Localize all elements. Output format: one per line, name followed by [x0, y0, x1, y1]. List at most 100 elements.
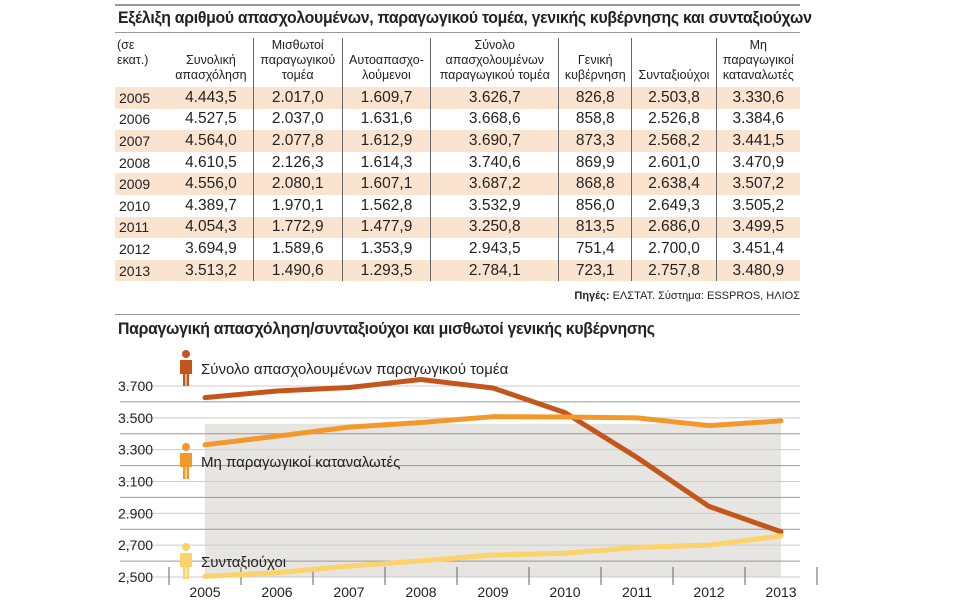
x-tick-label: 2005 — [189, 584, 220, 600]
value-cell: 3.626,7 — [430, 87, 559, 109]
year-cell: 2005 — [115, 87, 169, 109]
table-row: 2005 4.443,5 2.017,0 1.609,7 3.626,7 826,8 2.5… — [115, 87, 800, 109]
person-body — [180, 360, 192, 386]
column-header: Σύνολο απασχολουμένων παραγωγικού τομέα — [430, 38, 559, 87]
value-cell: 858,8 — [558, 108, 632, 131]
y-tick-label: 2,700 — [118, 537, 153, 553]
year-cell: 2011 — [115, 216, 169, 239]
table-row: 2006 4.527,5 2.037,0 1.631,6 3.668,6 858,8 2.5… — [115, 108, 800, 131]
y-tick-label: 3.100 — [118, 474, 153, 490]
value-cell: 751,4 — [558, 238, 632, 260]
value-cell: 1.612,9 — [341, 130, 431, 152]
value-cell: 3.250,8 — [430, 216, 559, 239]
value-cell: 2.649,3 — [631, 194, 717, 217]
value-cell: 2.700,0 — [631, 238, 717, 260]
value-cell: 3.499,5 — [715, 216, 800, 239]
x-tick-label: 2006 — [261, 584, 292, 600]
value-cell: 3.532,9 — [430, 194, 559, 217]
table-row: 2009 4.556,0 2.080,1 1.607,1 3.687,2 868,8 2.6… — [115, 173, 800, 195]
value-cell: 1.607,1 — [341, 173, 431, 195]
value-cell: 3.505,2 — [715, 194, 800, 217]
value-cell: 826,8 — [558, 87, 632, 109]
value-cell: 2.503,8 — [631, 87, 717, 109]
year-cell: 2013 — [115, 259, 169, 282]
value-cell: 2.686,0 — [631, 216, 717, 239]
value-cell: 1.293,5 — [341, 259, 431, 282]
column-header: Συνολική απασχόληση — [175, 53, 247, 82]
value-cell: 1.490,6 — [252, 259, 343, 282]
value-cell: 4.527,5 — [185, 110, 237, 128]
table-row: 2010 4.389,7 1.970,1 1.562,8 3.532,9 856,0 2.6… — [115, 194, 800, 217]
value-cell: 873,3 — [558, 130, 632, 152]
x-tick-label: 2009 — [477, 584, 508, 600]
table-row: 2008 4.610,5 2.126,3 1.614,3 3.740,6 869,9 2.6… — [115, 151, 800, 174]
value-cell: 1.631,6 — [341, 108, 431, 131]
value-cell: 1.353,9 — [341, 238, 431, 260]
value-cell: 3.687,2 — [430, 173, 559, 195]
person-head — [182, 443, 190, 451]
column-header: Μισθωτοί παραγωγικού τομέα — [252, 38, 343, 87]
value-cell: 868,8 — [558, 173, 632, 195]
value-cell: 4.564,0 — [169, 130, 254, 152]
value-cell: 1.609,7 — [341, 87, 431, 109]
year-cell: 2010 — [119, 197, 151, 214]
chart-title: Παραγωγική απασχόληση/συνταξιούχοι και μ… — [118, 319, 655, 338]
value-cell: 2.568,2 — [631, 130, 717, 152]
data-table: (σε εκατ.) Συνολική απασχόληση Μισθωτοί παρα… — [115, 38, 800, 282]
value-cell: 2.943,5 — [430, 238, 559, 260]
value-cell: 1.477,9 — [341, 216, 431, 239]
x-tick-label: 2007 — [333, 584, 364, 600]
person-icon — [180, 443, 192, 479]
value-cell: 1.614,3 — [341, 151, 431, 174]
person-head — [182, 543, 190, 551]
value-cell: 3.694,9 — [185, 239, 237, 257]
value-cell: 2.638,4 — [631, 173, 717, 195]
person-body — [180, 553, 192, 579]
column-header: Μη παραγωγικοί καταναλωτές — [715, 38, 800, 87]
value-cell: 2.126,3 — [252, 151, 343, 174]
value-cell: 869,9 — [558, 151, 632, 174]
value-cell: 2.080,1 — [252, 173, 343, 195]
table-title: Εξέλιξη αριθμού απασχολουμένων, παραγωγι… — [118, 8, 812, 27]
value-cell: 813,5 — [558, 216, 632, 239]
value-cell: 1.772,9 — [252, 216, 343, 239]
person-icon — [180, 543, 192, 579]
person-body — [180, 453, 192, 479]
column-header: Γενική κυβέρνηση — [558, 38, 632, 87]
y-tick-label: 2,500 — [118, 569, 153, 585]
value-cell: 2.526,8 — [631, 108, 717, 131]
year-cell: 2012 — [119, 240, 151, 257]
value-cell: 1.970,1 — [252, 194, 343, 217]
value-cell: 3.441,5 — [715, 130, 800, 152]
table-row: 2007 4.564,0 2.077,8 1.612,9 3.690,7 873,3 2.5… — [115, 130, 800, 152]
value-cell: 3.451,4 — [715, 238, 800, 260]
line-chart: 3.700 3.500 3.300 3.100 2.900 2,700 2,500 2005 2… — [118, 350, 818, 600]
value-cell: 3.470,9 — [715, 151, 800, 174]
year-cell: 2009 — [115, 173, 169, 195]
column-header: Αυτοαπασχο-λούμενοι — [341, 38, 431, 87]
x-tick-label: 2008 — [405, 584, 436, 600]
series-label: Σύνολο απασχολουμένων παραγωγικού τομέα — [201, 361, 509, 378]
value-cell: 3.513,2 — [169, 259, 254, 282]
x-tick-label: 2011 — [622, 584, 652, 600]
chart-rule — [115, 314, 800, 315]
value-cell: 2.037,0 — [252, 108, 343, 131]
y-tick-label: 3.300 — [118, 442, 153, 458]
value-cell: 723,1 — [558, 259, 632, 282]
year-cell: 2008 — [119, 154, 151, 171]
value-cell: 2.017,0 — [252, 87, 343, 109]
value-cell: 2.077,8 — [252, 130, 343, 152]
value-cell: 3.480,9 — [715, 259, 800, 282]
value-cell: 4.443,5 — [169, 87, 254, 109]
value-cell: 3.740,6 — [430, 151, 559, 174]
x-tick-label: 2013 — [765, 584, 796, 600]
value-cell: 4.610,5 — [185, 153, 237, 171]
year-cell: 2007 — [115, 130, 169, 152]
y-tick-label: 2.900 — [118, 505, 153, 521]
title-rule — [115, 32, 800, 33]
person-head — [182, 350, 190, 358]
source-note: Πηγές: ΕΛΣΤΑΤ. Σύστημα: ESSPROS, ΗΛΙΟΣ — [574, 290, 800, 302]
top-rule — [115, 4, 800, 6]
value-cell: 2.601,0 — [631, 151, 717, 174]
value-cell: 3.507,2 — [715, 173, 800, 195]
